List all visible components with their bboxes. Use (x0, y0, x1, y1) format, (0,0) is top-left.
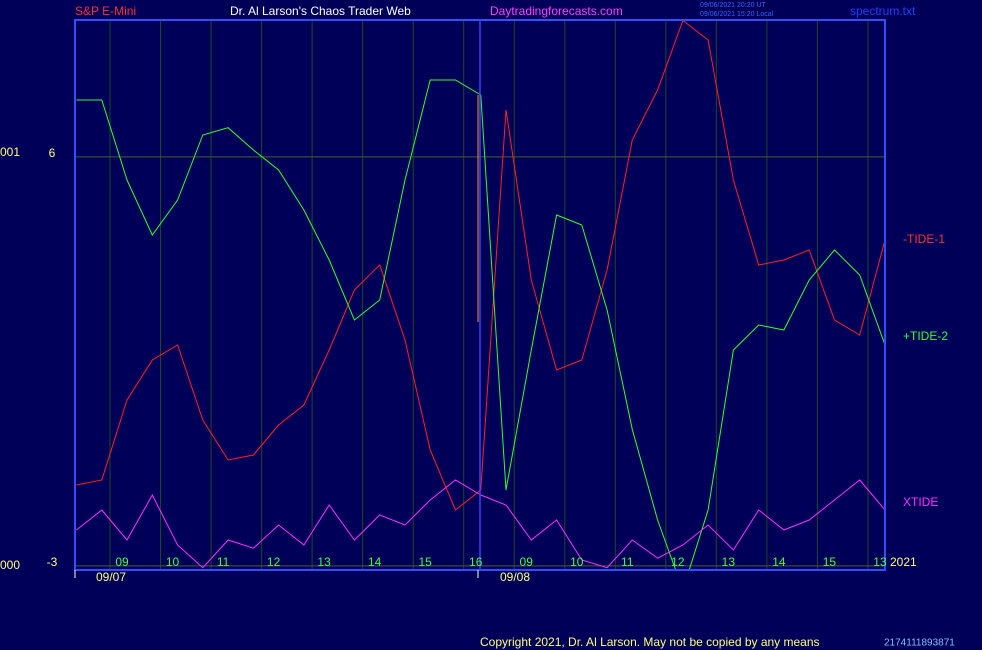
site: Daytradingforecasts.com (490, 4, 623, 18)
x-tick-label: 11 (621, 555, 634, 569)
series-line (76, 20, 885, 511)
x-tick-label: 09 (115, 555, 129, 569)
legend-label: +TIDE-2 (903, 329, 948, 343)
series-line (76, 479, 885, 569)
chart-title: Dr. Al Larson's Chaos Trader Web (230, 4, 411, 18)
series-line (76, 79, 885, 570)
x-tick-label: 16 (469, 555, 483, 569)
x-tick-label: 10 (570, 555, 584, 569)
timestamp: 09/06/2021 20:20 UT (700, 2, 766, 9)
legend-label: -TIDE-1 (903, 232, 945, 246)
year-label: 2021 (890, 555, 917, 569)
footer-code: 2174111893871 (884, 638, 955, 649)
x-tick-label: 14 (368, 555, 382, 569)
instrument: S&P E-Mini (75, 4, 136, 18)
x-tick-label: 12 (671, 555, 685, 569)
x-tick-label: 09 (520, 555, 534, 569)
timestamp: 09/06/2021 15:20 Local (700, 11, 774, 18)
x-tick-label: 13 (873, 555, 887, 569)
y-tick-label: 6 (49, 146, 56, 160)
lines-layer (76, 20, 885, 570)
left-label: 000 (0, 558, 20, 572)
date-label: 09/07 (96, 570, 126, 584)
copyright: Copyright 2021, Dr. Al Larson. May not b… (480, 635, 820, 649)
left-label: 001 (0, 145, 20, 159)
x-tick-label: 14 (772, 555, 786, 569)
x-tick-label: 15 (418, 555, 432, 569)
x-tick-label: 13 (722, 555, 736, 569)
file-name: spectrum.txt (850, 4, 916, 18)
x-tick-label: 11 (217, 555, 230, 569)
legend-label: XTIDE (903, 495, 938, 509)
date-label: 09/08 (500, 570, 530, 584)
y-tick-label: -3 (47, 555, 58, 569)
x-tick-label: 13 (317, 555, 331, 569)
plot-frame (74, 19, 886, 571)
x-tick-label: 10 (166, 555, 180, 569)
x-tick-label: 12 (267, 555, 281, 569)
x-tick-label: 15 (823, 555, 837, 569)
